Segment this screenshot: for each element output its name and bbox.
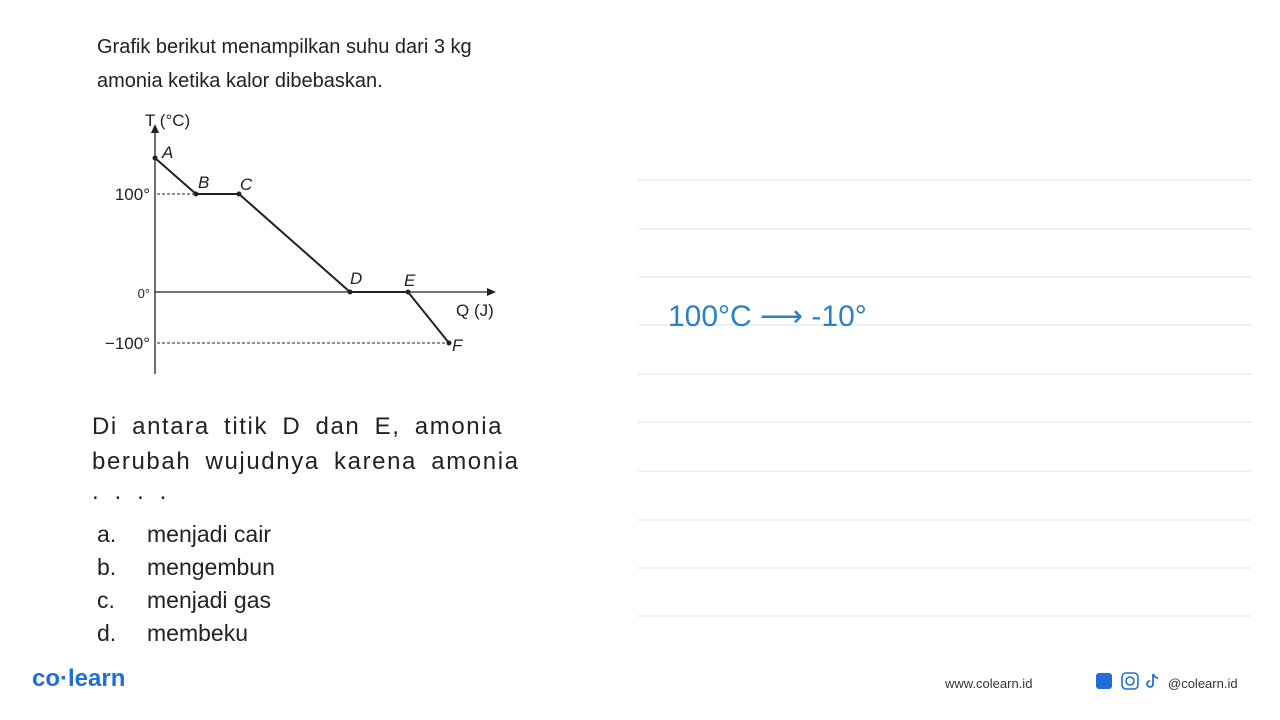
point [446,340,452,346]
intro-line: amonia ketika kalor dibebaskan. [97,70,383,92]
website: www.colearn.id [944,676,1032,691]
point [152,155,158,161]
brand: co·learn [32,665,125,692]
x-axis-label: Q (J) [456,301,494,320]
point [405,289,411,295]
x-arrow [487,288,496,296]
question-line: . . . . [92,478,168,505]
option-text: menjadi cair [147,521,271,547]
option-text: menjadi gas [147,587,272,613]
intro-line: Grafik berikut menampilkan suhu dari 3 k… [97,36,472,58]
question-line: berubah wujudnya karena amonia [92,448,520,475]
point-label: E [404,271,416,290]
point-label: D [350,269,362,288]
instagram-icon [1121,672,1139,690]
point [236,191,242,197]
option-text: membeku [147,620,248,646]
option-letter: c. [97,587,115,613]
option-letter: b. [97,554,117,580]
facebook-icon [1096,673,1112,689]
question-line: Di antara titik D dan E, amonia [92,413,504,440]
curve [154,157,450,344]
option-letter: a. [97,521,117,547]
handwriting: 100°C ⟶ -10° [668,300,867,333]
tiktok-icon [1146,673,1159,688]
y-label: −100° [105,334,150,353]
graph: T (°C) Q (J) 100° 0° −100° A B C D E F [105,111,496,374]
social-handle: @colearn.id [1168,676,1238,691]
point-label: A [161,143,173,162]
point-label: F [452,336,464,355]
y-axis-label: T (°C) [145,111,190,130]
y-arrow [151,124,159,133]
point-label: C [240,175,253,194]
point [347,289,353,295]
y-label: 0° [138,286,150,301]
instagram-icon-lens [1125,676,1135,686]
point-label: B [198,173,209,192]
point [193,191,199,197]
y-label: 100° [115,185,150,204]
option-text: mengembun [147,554,275,580]
option-letter: d. [97,620,117,646]
